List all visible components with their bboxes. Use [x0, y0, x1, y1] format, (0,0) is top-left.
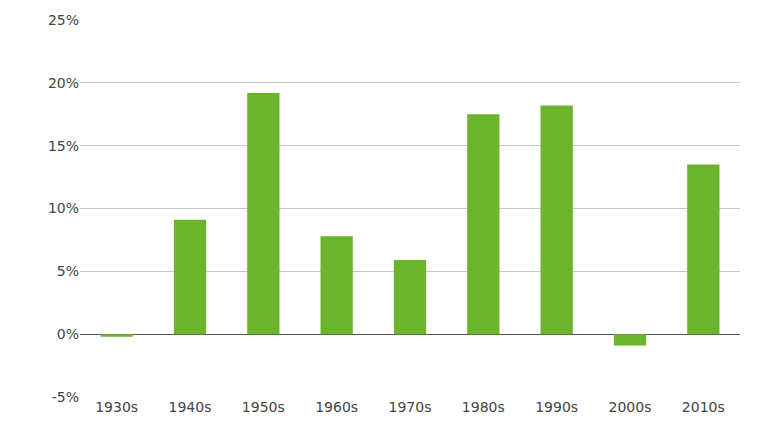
svg-text:1940s: 1940s	[169, 399, 212, 415]
svg-text:15%: 15%	[48, 138, 79, 154]
svg-text:10%: 10%	[48, 200, 79, 216]
svg-text:1950s: 1950s	[242, 399, 285, 415]
svg-text:20%: 20%	[48, 75, 79, 91]
svg-text:-5%: -5%	[52, 389, 79, 405]
svg-text:1970s: 1970s	[389, 399, 432, 415]
svg-text:1980s: 1980s	[462, 399, 505, 415]
svg-text:5%: 5%	[57, 263, 79, 279]
svg-text:2010s: 2010s	[682, 399, 725, 415]
svg-text:1960s: 1960s	[315, 399, 358, 415]
svg-text:0%: 0%	[57, 326, 79, 342]
svg-text:1990s: 1990s	[535, 399, 578, 415]
svg-text:2000s: 2000s	[609, 399, 652, 415]
svg-text:25%: 25%	[48, 12, 79, 28]
svg-text:1930s: 1930s	[95, 399, 138, 415]
